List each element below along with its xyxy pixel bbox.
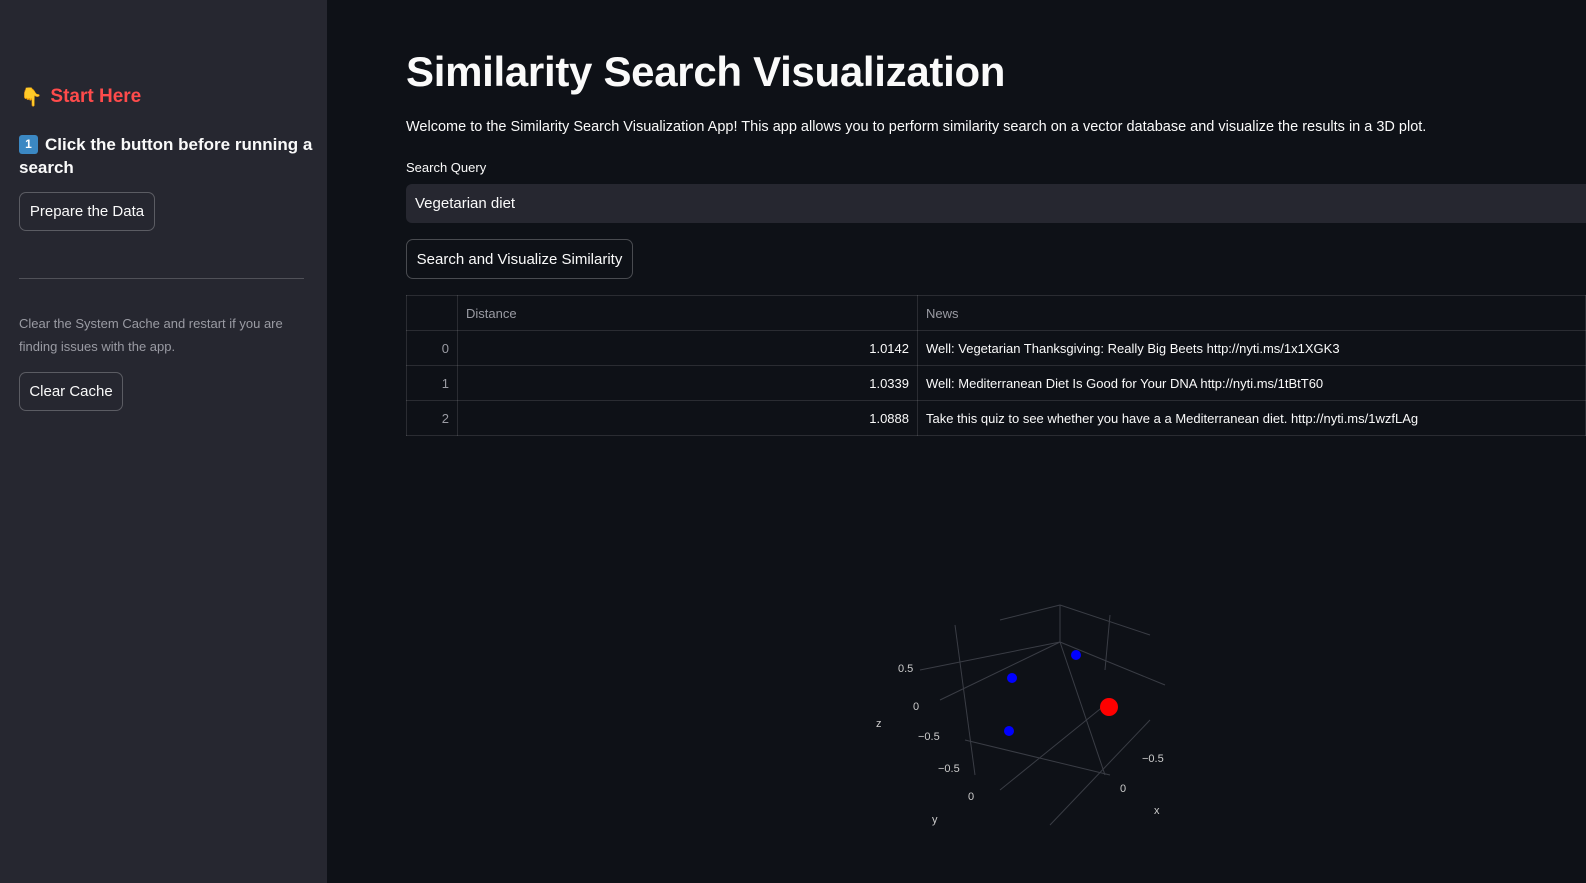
result-point[interactable] [1071,650,1081,660]
distance-cell[interactable]: 1.0888 [457,400,918,436]
y-tick-label: −0.5 [938,763,960,775]
sidebar: 👇 Start Here 1 Click the button before ru… [0,0,327,883]
distance-cell[interactable]: 1.0142 [457,330,918,366]
plot-grid [919,604,1166,826]
table-row[interactable]: 0 1.0142 Well: Vegetarian Thanksgiving: … [406,330,1586,366]
y-axis-label: y [932,814,938,826]
news-column-header: News [917,295,1586,331]
clear-cache-button[interactable]: Clear Cache [19,372,123,411]
z-axis-label: z [876,718,882,730]
search-query-input[interactable] [406,184,1586,223]
start-here-label: Start Here [50,86,142,107]
plot-tick-labels: 0.5 0 −0.5 z −0.5 0 y −0.5 0 x [876,663,1164,826]
x-tick-label: −0.5 [1142,753,1164,765]
welcome-text: Welcome to the Similarity Search Visuali… [406,119,1427,135]
z-tick-label: −0.5 [918,731,940,743]
row-index: 2 [406,400,458,436]
page-title: Similarity Search Visualization [406,48,1006,95]
result-point[interactable] [1007,673,1017,683]
start-here-heading: 👇 Start Here [20,86,141,108]
result-point[interactable] [1004,726,1014,736]
news-cell[interactable]: Well: Mediterranean Diet Is Good for You… [917,365,1586,401]
step-one-text: Click the button before running a search [19,135,313,177]
search-visualize-button[interactable]: Search and Visualize Similarity [406,239,633,279]
query-point[interactable] [1100,698,1118,716]
step-one-heading: 1 Click the button before running a searc… [19,133,314,179]
index-column-header [406,295,458,331]
plot-points [1004,650,1118,736]
table-row[interactable]: 1 1.0339 Well: Mediterranean Diet Is Goo… [406,365,1586,401]
sidebar-divider [19,278,304,279]
z-tick-label: 0.5 [898,663,913,675]
y-tick-label: 0 [968,791,974,803]
z-tick-label: 0 [913,701,919,713]
3d-scatter-plot[interactable]: 0.5 0 −0.5 z −0.5 0 y −0.5 0 x [860,590,1190,830]
table-header-row: Distance News [406,295,1586,331]
keycap-one-icon: 1 [19,135,38,154]
row-index: 1 [406,365,458,401]
news-cell[interactable]: Take this quiz to see whether you have a… [917,400,1586,436]
news-cell[interactable]: Well: Vegetarian Thanksgiving: Really Bi… [917,330,1586,366]
distance-cell[interactable]: 1.0339 [457,365,918,401]
row-index: 0 [406,330,458,366]
prepare-data-button[interactable]: Prepare the Data [19,192,155,231]
results-table: Distance News 0 1.0142 Well: Vegetarian … [406,295,1586,436]
x-tick-label: 0 [1120,783,1126,795]
search-query-label: Search Query [406,160,487,175]
x-axis-label: x [1154,805,1160,817]
distance-column-header: Distance [457,295,918,331]
cache-note: Clear the System Cache and restart if yo… [19,316,283,354]
table-row[interactable]: 2 1.0888 Take this quiz to see whether y… [406,400,1586,436]
pointing-down-hand-icon: 👇 [20,86,43,107]
